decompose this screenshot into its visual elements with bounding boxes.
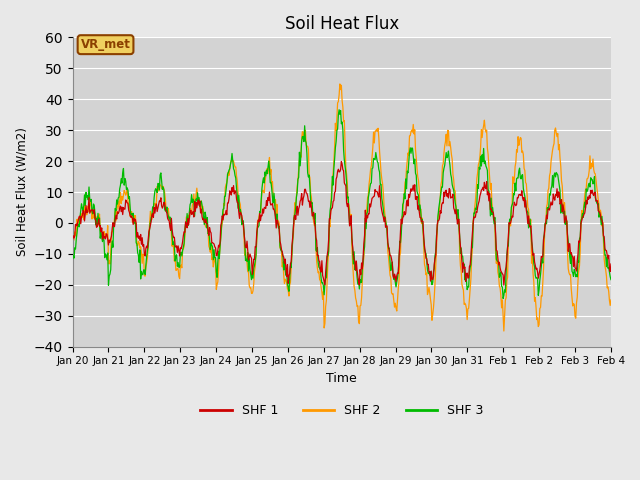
SHF 3	[408, 145, 415, 151]
SHF 2	[217, 233, 225, 239]
SHF 2	[500, 328, 508, 334]
Legend: SHF 1, SHF 2, SHF 3: SHF 1, SHF 2, SHF 3	[195, 399, 488, 422]
SHF 3	[607, 277, 615, 283]
SHF 3	[335, 107, 343, 113]
Line: SHF 2: SHF 2	[72, 84, 611, 331]
SHF 1	[337, 158, 345, 164]
SHF 1	[217, 223, 225, 228]
SHF 3	[217, 235, 225, 240]
SHF 3	[79, 205, 86, 211]
SHF 2	[607, 297, 615, 303]
SHF 1	[189, 211, 196, 216]
SHF 2	[68, 239, 76, 245]
SHF 1	[408, 188, 415, 194]
SHF 1	[134, 230, 141, 236]
Text: VR_met: VR_met	[81, 38, 131, 51]
SHF 2	[336, 81, 344, 87]
SHF 2	[189, 203, 196, 208]
SHF 3	[424, 267, 431, 273]
SHF 1	[68, 236, 76, 242]
Y-axis label: Soil Heat Flux (W/m2): Soil Heat Flux (W/m2)	[15, 128, 28, 256]
X-axis label: Time: Time	[326, 372, 357, 385]
SHF 2	[79, 215, 86, 220]
SHF 3	[499, 296, 507, 301]
SHF 1	[79, 213, 86, 218]
SHF 3	[68, 256, 76, 262]
Title: Soil Heat Flux: Soil Heat Flux	[285, 15, 399, 33]
SHF 1	[607, 261, 615, 267]
Line: SHF 1: SHF 1	[72, 161, 611, 285]
SHF 2	[134, 243, 141, 249]
SHF 2	[424, 292, 431, 298]
Line: SHF 3: SHF 3	[72, 110, 611, 299]
SHF 2	[408, 127, 415, 133]
SHF 3	[134, 250, 141, 256]
SHF 1	[424, 262, 431, 267]
SHF 3	[189, 200, 196, 205]
SHF 1	[500, 282, 508, 288]
